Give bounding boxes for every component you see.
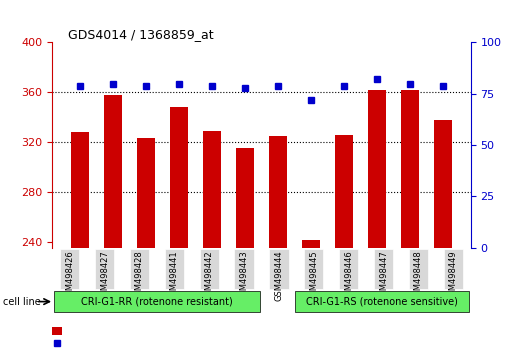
FancyBboxPatch shape [304, 249, 323, 290]
Bar [203, 131, 221, 248]
Text: cell line: cell line [3, 297, 40, 307]
Bar [170, 107, 188, 248]
Text: GSM498447: GSM498447 [379, 250, 388, 301]
FancyBboxPatch shape [444, 249, 463, 290]
Text: GSM498449: GSM498449 [449, 250, 458, 301]
Text: GSM498442: GSM498442 [204, 250, 214, 301]
Bar [137, 138, 155, 248]
Text: GSM498444: GSM498444 [275, 250, 283, 301]
Text: GSM498445: GSM498445 [309, 250, 319, 301]
Bar [236, 148, 254, 248]
Text: GSM498428: GSM498428 [135, 250, 144, 301]
FancyBboxPatch shape [95, 249, 114, 290]
Bar [52, 327, 62, 335]
FancyBboxPatch shape [130, 249, 149, 290]
FancyBboxPatch shape [200, 249, 219, 290]
Bar [104, 95, 122, 248]
Bar [401, 90, 419, 248]
Text: GSM498426: GSM498426 [65, 250, 74, 301]
Bar [71, 132, 89, 248]
FancyBboxPatch shape [165, 249, 184, 290]
Bar [302, 240, 320, 248]
Bar [368, 90, 386, 248]
Text: GDS4014 / 1368859_at: GDS4014 / 1368859_at [68, 28, 213, 41]
FancyBboxPatch shape [374, 249, 393, 290]
Text: CRI-G1-RR (rotenone resistant): CRI-G1-RR (rotenone resistant) [81, 297, 233, 307]
FancyBboxPatch shape [60, 249, 79, 290]
Bar [434, 120, 452, 248]
Text: GSM498443: GSM498443 [240, 250, 248, 301]
Text: GSM498427: GSM498427 [100, 250, 109, 301]
FancyBboxPatch shape [54, 291, 260, 312]
Bar [335, 135, 353, 248]
Bar [269, 136, 287, 248]
Text: GSM498448: GSM498448 [414, 250, 423, 301]
FancyBboxPatch shape [294, 291, 469, 312]
Text: CRI-G1-RS (rotenone sensitive): CRI-G1-RS (rotenone sensitive) [306, 297, 458, 307]
Text: GSM498446: GSM498446 [344, 250, 353, 301]
FancyBboxPatch shape [234, 249, 254, 290]
FancyBboxPatch shape [409, 249, 428, 290]
Text: GSM498441: GSM498441 [170, 250, 179, 301]
FancyBboxPatch shape [269, 249, 289, 290]
FancyBboxPatch shape [339, 249, 358, 290]
